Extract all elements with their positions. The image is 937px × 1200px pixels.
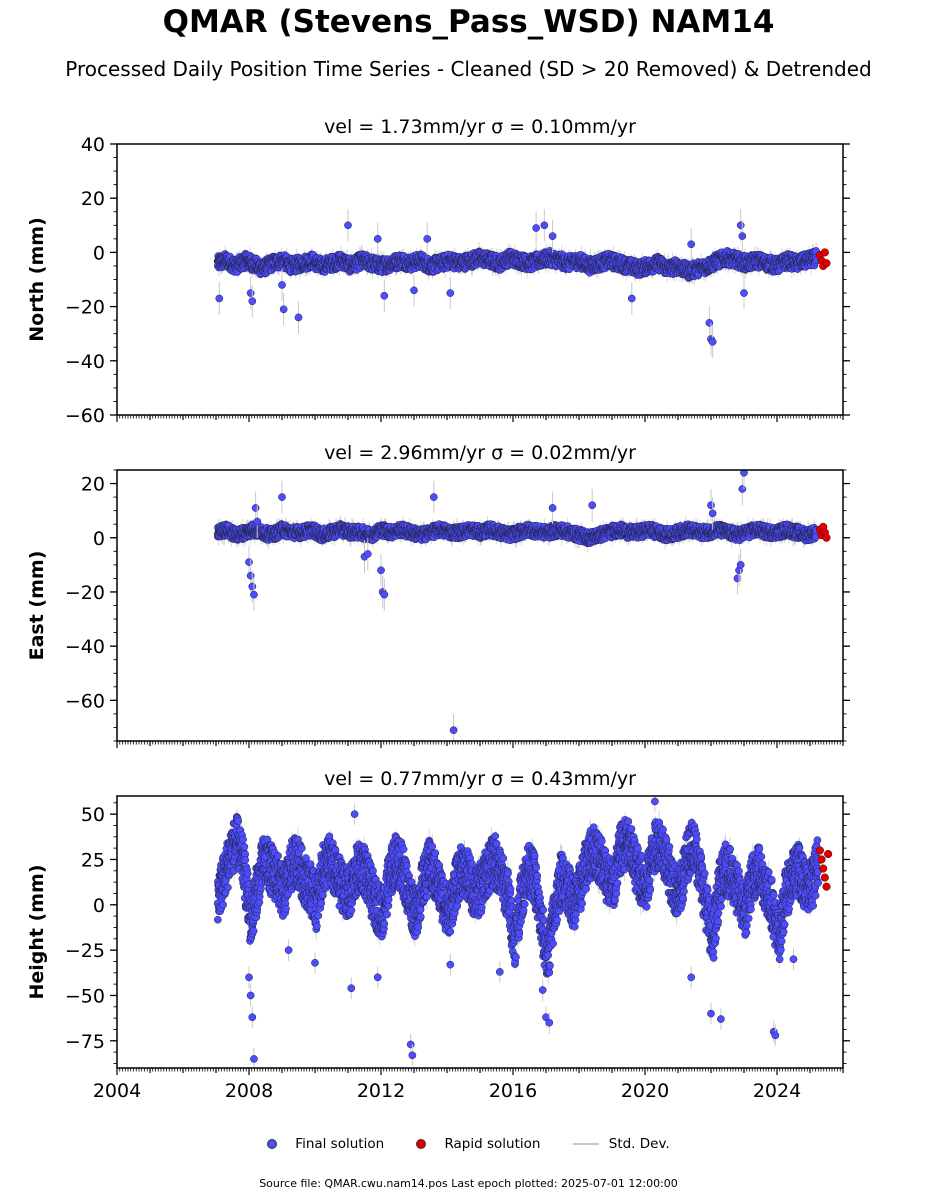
outlier-point: [215, 294, 224, 303]
y-tick-label: 0: [93, 528, 105, 550]
outlier-point: [740, 289, 748, 297]
outlier-point: [279, 305, 288, 314]
outlier-point: [423, 235, 432, 243]
outlier-point: [246, 289, 255, 297]
outlier-point: [687, 240, 696, 249]
rapid-point: [822, 259, 831, 268]
y-tick-label: 20: [81, 474, 105, 496]
outlier-point: [540, 221, 549, 230]
y-tick-label: −60: [65, 405, 105, 427]
y-tick-label: −40: [65, 636, 105, 658]
y-tick-label: −20: [65, 582, 105, 604]
panel-title: vel = 1.73mm/yr σ = 0.10mm/yr: [324, 116, 636, 138]
axes-frame: [116, 143, 844, 416]
outlier-point: [548, 232, 557, 240]
outlier-point: [278, 281, 286, 289]
outlier-point: [344, 221, 352, 230]
outlier-point: [410, 286, 418, 295]
outlier-point: [708, 337, 717, 346]
panel-title: vel = 2.96mm/yr σ = 0.02mm/yr: [324, 442, 636, 464]
y-tick-label: 20: [81, 188, 105, 210]
y-axis-label: North (mm): [26, 217, 48, 342]
y-tick-label: −60: [65, 690, 105, 712]
panel-2: vel = 2.96mm/yr σ = 0.02mm/yr East (mm) −6…: [26, 442, 850, 748]
outlier-point: [380, 291, 389, 300]
outlier-point: [705, 319, 714, 327]
outlier-point: [627, 294, 636, 303]
outlier-point: [738, 232, 747, 240]
data-layer: [213, 209, 831, 359]
outlier-point: [294, 313, 303, 322]
rapid-point: [820, 248, 829, 257]
outlier-point: [736, 221, 745, 230]
figure-title: QMAR (Stevens_Pass_WSD) NAM14: [162, 4, 775, 40]
data-layer: [213, 470, 831, 741]
y-axis-label: East (mm): [26, 551, 48, 661]
y-tick-label: −20: [65, 297, 105, 319]
outlier-point: [446, 289, 455, 297]
outlier-point: [373, 235, 382, 243]
outlier-point: [248, 297, 257, 306]
y-tick-label: 40: [81, 134, 105, 156]
y-tick-label: −40: [65, 351, 105, 373]
outlier-point: [532, 224, 540, 232]
figure-subtitle: Processed Daily Position Time Series - C…: [65, 57, 872, 81]
y-tick-label: 0: [93, 242, 105, 264]
